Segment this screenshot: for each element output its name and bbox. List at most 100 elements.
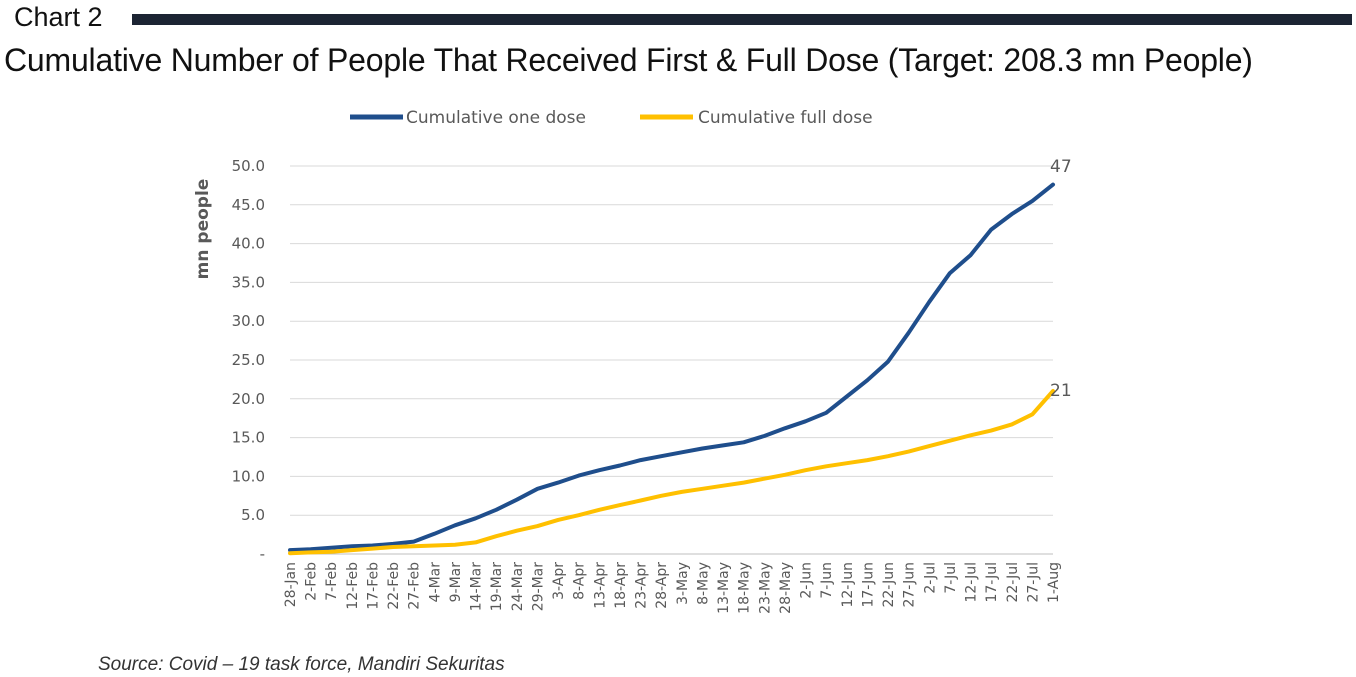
data-point — [1051, 389, 1055, 393]
data-point — [948, 271, 952, 275]
data-point — [700, 487, 705, 491]
data-point — [927, 444, 931, 448]
chart-title: Cumulative Number of People That Receive… — [4, 42, 1253, 78]
data-point — [721, 443, 725, 447]
data-point — [453, 543, 457, 547]
data-point — [639, 458, 643, 462]
data-point — [886, 454, 890, 458]
chart-label: Chart 2 — [14, 2, 103, 32]
data-point — [968, 253, 973, 257]
data-point — [762, 434, 766, 438]
data-point — [618, 463, 622, 468]
end-label-full-dose: 21 — [1050, 381, 1072, 401]
data-point — [680, 450, 684, 454]
data-point — [824, 464, 828, 468]
y-tick-label: 15.0 — [232, 429, 265, 447]
x-tick-label: 17-Jul — [984, 562, 1000, 603]
data-point — [412, 540, 416, 544]
x-tick-label: 8-May — [695, 562, 711, 605]
x-tick-label: 22-Jul — [1005, 562, 1021, 603]
y-axis: - 5.0 10.0 15.0 20.0 25.0 30.0 35.0 40.0 45.0 50.0 — [232, 157, 265, 563]
x-tick-label: 8-Apr — [572, 562, 588, 600]
x-tick-label: 24-Mar — [510, 562, 526, 612]
data-point — [391, 545, 395, 549]
y-tick-label: 10.0 — [232, 467, 265, 485]
data-point — [597, 508, 601, 512]
data-point — [948, 439, 952, 443]
x-tick-label: 17-Jun — [860, 562, 876, 608]
gridlines — [290, 165, 1053, 555]
x-tick-label: 3-May — [675, 562, 691, 605]
data-point — [1030, 412, 1034, 416]
legend: Cumulative one dose Cumulative full dose — [350, 108, 873, 128]
data-point — [432, 532, 436, 536]
header-rule — [132, 14, 1352, 25]
data-point — [989, 228, 993, 232]
x-tick-label: 22-Jun — [881, 562, 897, 608]
data-point — [680, 490, 684, 494]
data-point — [824, 411, 828, 415]
data-point — [659, 494, 663, 498]
data-point — [845, 461, 849, 465]
line-chart: - 5.0 10.0 15.0 20.0 25.0 30.0 35.0 40.0 45.0 50.0… — [193, 108, 1072, 614]
data-point — [597, 468, 601, 472]
data-point — [721, 484, 725, 488]
data-point — [742, 481, 746, 485]
x-tick-label: 2-Feb — [304, 562, 320, 601]
data-point — [515, 529, 519, 533]
x-tick-label: 17-Feb — [365, 562, 381, 610]
end-label-one-dose: 47 — [1050, 157, 1072, 177]
y-tick-label: 20.0 — [232, 390, 265, 408]
data-point — [370, 543, 375, 548]
x-tick-label: 28-Apr — [654, 562, 670, 609]
data-point — [515, 498, 519, 502]
data-point — [329, 550, 333, 554]
x-tick-label: 7-Jun — [819, 562, 835, 599]
data-point — [556, 518, 560, 522]
x-tick-label: 19-Mar — [489, 562, 505, 612]
data-point — [907, 331, 911, 335]
data-point — [535, 524, 540, 528]
y-tick-label: 50.0 — [232, 157, 265, 175]
data-point — [288, 548, 292, 552]
y-tick-label: 25.0 — [232, 351, 265, 369]
data-point — [618, 503, 622, 507]
x-tick-label: 27-Jun — [902, 562, 918, 608]
data-point — [577, 513, 581, 517]
data-point — [865, 378, 870, 382]
x-tick-label: 27-Jul — [1025, 562, 1041, 603]
data-point — [391, 542, 395, 546]
data-point — [370, 547, 375, 551]
data-point — [845, 394, 849, 399]
data-point — [309, 547, 313, 551]
x-tick-label: 12-Feb — [345, 562, 361, 610]
y-tick-label: 35.0 — [232, 273, 265, 291]
data-point — [453, 523, 457, 527]
data-point — [865, 458, 870, 462]
x-tick-label: 2-Jul — [922, 562, 938, 594]
y-tick-label: - — [260, 545, 265, 563]
data-point — [700, 446, 705, 451]
x-tick-label: 28-May — [778, 562, 794, 614]
data-point — [783, 426, 787, 430]
x-tick-label: 28-Jan — [283, 562, 299, 607]
data-point — [309, 550, 313, 555]
y-axis-label: mn people — [193, 179, 213, 280]
data-point — [783, 473, 787, 477]
legend-label-full-dose: Cumulative full dose — [698, 108, 873, 128]
x-axis: 28-Jan 2-Feb 7-Feb 12-Feb 17-Feb 22-Feb 27-Feb… — [283, 553, 1062, 614]
data-point — [907, 450, 911, 454]
data-point — [350, 548, 354, 552]
data-point — [329, 546, 333, 550]
x-tick-label: 7-Jul — [943, 562, 959, 594]
x-tick-label: 1-Aug — [1046, 562, 1062, 603]
data-point — [494, 508, 498, 512]
data-point — [535, 487, 540, 491]
x-tick-label: 13-Apr — [592, 562, 608, 609]
x-tick-label: 27-Feb — [407, 562, 423, 610]
data-point — [639, 498, 643, 503]
y-tick-label: 30.0 — [232, 312, 265, 330]
data-point — [762, 477, 766, 481]
legend-label-one-dose: Cumulative one dose — [406, 108, 586, 128]
data-point — [288, 551, 292, 555]
